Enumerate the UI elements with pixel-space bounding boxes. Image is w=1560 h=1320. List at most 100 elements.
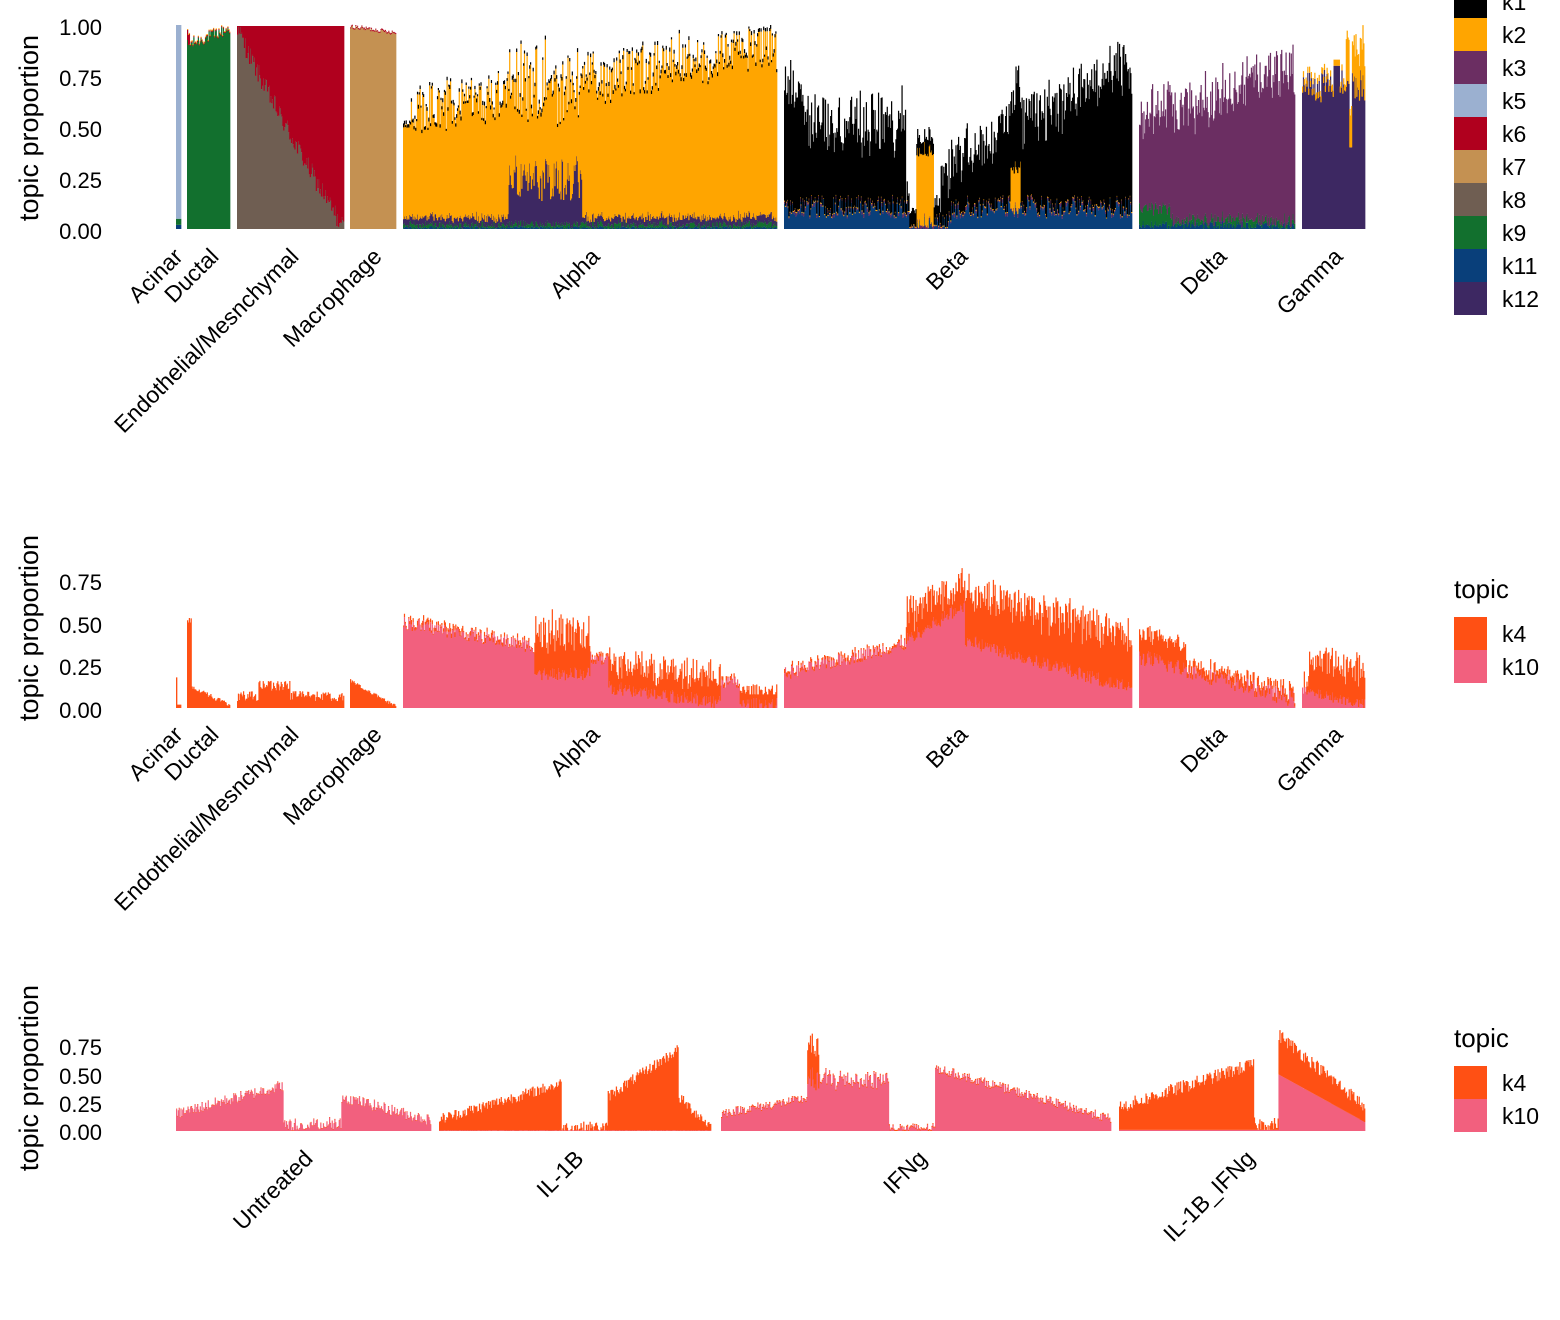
panel-2-group-macrophage [350, 679, 397, 708]
panel-1-group-ductal [187, 25, 231, 230]
legend-label-k7: k7 [1502, 154, 1526, 180]
x-label-ifng: IFNg [878, 1145, 932, 1199]
panel-2-group-delta [1139, 625, 1296, 708]
panel-1-legend: k1 k2 k3 k5 k6 k7 k8 k9 k11 k12 [1454, 0, 1539, 315]
x-label-alpha: Alpha [545, 721, 605, 781]
panel-1-series-k6-bars [187, 26, 231, 47]
panel-2-y-ticks: 0.75 0.50 0.25 0.00 [59, 570, 102, 723]
legend-swatch-k2 [1454, 18, 1487, 51]
panel-1-group-beta [784, 41, 1133, 229]
panel-1-series-k9-bars [1139, 202, 1296, 229]
legend-label-k12: k12 [1502, 286, 1539, 312]
panel-1-y-ticks: 1.00 0.75 0.50 0.25 0.00 [59, 15, 102, 244]
panel-1-y-axis-title: topic proportion [14, 35, 44, 221]
x-label-il1b: IL-1B [531, 1145, 588, 1202]
legend-label-k6: k6 [1502, 121, 1526, 147]
legend-label-k1: k1 [1502, 0, 1526, 15]
panel-3: topic proportion 0.75 0.50 0.25 0.00 Unt… [14, 985, 1539, 1247]
x-label-gamma: Gamma [1271, 243, 1347, 319]
panel-1-series-k12-bars [1302, 65, 1366, 229]
panel-1-series-k2-bars [403, 28, 778, 225]
panel-1-ytick: 0.75 [59, 66, 102, 91]
panel-2-series-k4-bars [784, 568, 1133, 691]
panel-3-ytick: 0.75 [59, 1035, 102, 1060]
panel-3-legend-title: topic [1454, 1023, 1509, 1053]
panel-1-series-k3-bars [1139, 44, 1296, 228]
panel-3-group-il-1b [439, 1045, 712, 1131]
legend-swatch-k1 [1454, 0, 1487, 18]
panel-2-series-k4-bars [237, 680, 345, 708]
panel-2-ytick: 0.75 [59, 570, 102, 595]
panel-2-series-k4-bars [350, 679, 397, 708]
legend-label-k4: k4 [1502, 621, 1527, 647]
panel-3-series-k4-bars [439, 1045, 712, 1131]
panel-3-legend: topic k4 k10 [1454, 1023, 1539, 1132]
legend-swatch-k9 [1454, 216, 1487, 249]
legend-label-k9: k9 [1502, 220, 1526, 246]
x-label-beta: Beta [921, 721, 973, 773]
panel-3-series-k4-bars [1119, 1030, 1366, 1130]
panel-2-legend: topic k4 k10 [1454, 574, 1539, 683]
panel-3-y-axis-title: topic proportion [14, 985, 44, 1171]
legend-swatch-k8 [1454, 183, 1487, 216]
panel-3-ytick: 0.00 [59, 1120, 102, 1145]
panel-2-x-labels: Acinar Ductal Endothelial/Mesnchymal Mac… [109, 721, 1348, 916]
panel-2-ytick: 0.50 [59, 613, 102, 638]
panel-1-ytick: 1.00 [59, 15, 102, 40]
panel-1: topic proportion 1.00 0.75 0.50 0.25 0.0… [14, 0, 1539, 438]
panel-3-x-labels: Untreated IL-1B IFNg IL-1B_IFNg [228, 1145, 1260, 1247]
panel-2-group-alpha [403, 609, 778, 708]
x-label-il1b-ifng: IL-1B_IFNg [1158, 1145, 1260, 1247]
legend-swatch-k7 [1454, 150, 1487, 183]
legend-label-k5: k5 [1502, 88, 1526, 114]
legend-swatch-k6 [1454, 117, 1487, 150]
panel-1-ytick: 0.00 [59, 219, 102, 244]
panel-3-series-k10-bars [721, 1066, 1112, 1131]
legend-swatch-k10 [1454, 650, 1487, 683]
panel-2-series-k10-bars [784, 599, 1133, 708]
legend-swatch-k3 [1454, 51, 1487, 84]
panel-2-series-k4-bars [1139, 625, 1296, 707]
panel-1-ytick: 0.50 [59, 117, 102, 142]
panel-2-series-k4-bars [403, 609, 778, 708]
legend-label-k10: k10 [1502, 654, 1539, 680]
x-label-gamma: Gamma [1271, 721, 1347, 797]
panel-1-series-k9-bars [187, 27, 231, 230]
panel-3-y-ticks: 0.75 0.50 0.25 0.00 [59, 1035, 102, 1145]
panel-1-series-k11-bars [403, 225, 778, 229]
legend-label-k3: k3 [1502, 55, 1526, 81]
panel-1-series-k11-bars [176, 224, 182, 229]
panel-1-series-k8-bars [237, 27, 345, 229]
panel-2-series-k4-bars [187, 618, 231, 708]
panel-1-series-k12-bars [403, 155, 778, 229]
legend-label-k11: k11 [1502, 253, 1537, 279]
panel-3-series-k10-bars [176, 1082, 432, 1131]
panel-3-series-k4-bars [721, 1033, 1112, 1131]
x-label-delta: Delta [1175, 721, 1231, 777]
legend-label-k2: k2 [1502, 22, 1526, 48]
legend-swatch-k10 [1454, 1099, 1487, 1132]
panel-1-group-acinar [176, 25, 182, 229]
panel-2-series-k4-bars [1303, 647, 1366, 708]
panel-2-group-endothelial-mesnchymal [237, 680, 345, 708]
panel-1-series-k2-bars [1302, 25, 1366, 148]
x-label-delta: Delta [1175, 243, 1231, 299]
panel-1-series-k9-bars [176, 218, 182, 225]
panel-2-ytick: 0.00 [59, 698, 102, 723]
panel-3-series-k10-bars [439, 1130, 712, 1131]
panel-2: topic proportion 0.75 0.50 0.25 0.00 Aci… [14, 535, 1539, 916]
panel-1-group-gamma [1302, 25, 1366, 229]
panel-1-bars [176, 24, 1366, 230]
panel-2-bars [176, 568, 1366, 708]
panel-3-ytick: 0.50 [59, 1064, 102, 1089]
panel-3-bars [176, 1030, 1366, 1131]
panel-2-group-gamma [1302, 647, 1366, 708]
x-label-beta: Beta [921, 243, 973, 295]
panel-3-group-ifng [721, 1033, 1112, 1131]
panel-3-group-il-1b-ifng [1119, 1030, 1366, 1131]
panel-2-group-beta [784, 568, 1133, 708]
panel-2-legend-title: topic [1454, 574, 1509, 604]
legend-label-k4: k4 [1502, 1070, 1527, 1096]
legend-swatch-k11 [1454, 249, 1487, 282]
